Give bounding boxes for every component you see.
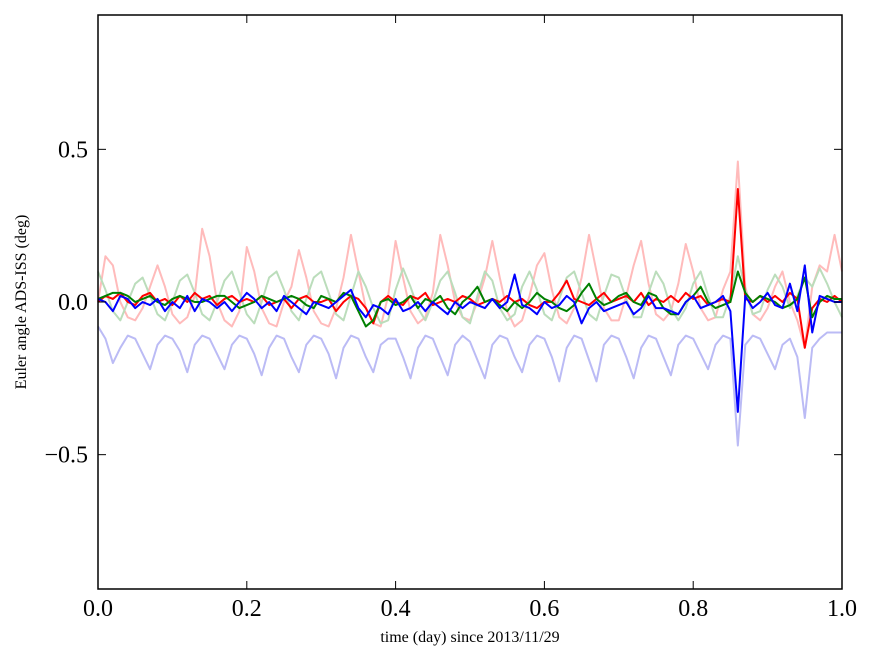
data-line — [97, 325, 842, 447]
y-tick-label: 0.0 — [58, 290, 88, 316]
data-line — [97, 255, 843, 325]
x-tick-label: 0.0 — [83, 596, 113, 622]
plot-frame — [97, 14, 843, 590]
x-tick-label: 0.4 — [381, 596, 411, 622]
y-tick-label: −0.5 — [44, 443, 88, 469]
y-tick-label: 0.5 — [58, 137, 88, 163]
x-axis-label: time (day) since 2013/11/29 — [380, 629, 559, 646]
x-tick-label: 0.2 — [232, 596, 262, 622]
x-tick-label: 1.0 — [827, 596, 857, 622]
x-tick-label: 0.6 — [529, 596, 559, 622]
data-line — [97, 270, 842, 328]
y-axis-label: Euler angle ADS-ISS (deg) — [13, 215, 30, 390]
x-tick-label: 0.8 — [678, 596, 708, 622]
data-line — [97, 264, 842, 413]
